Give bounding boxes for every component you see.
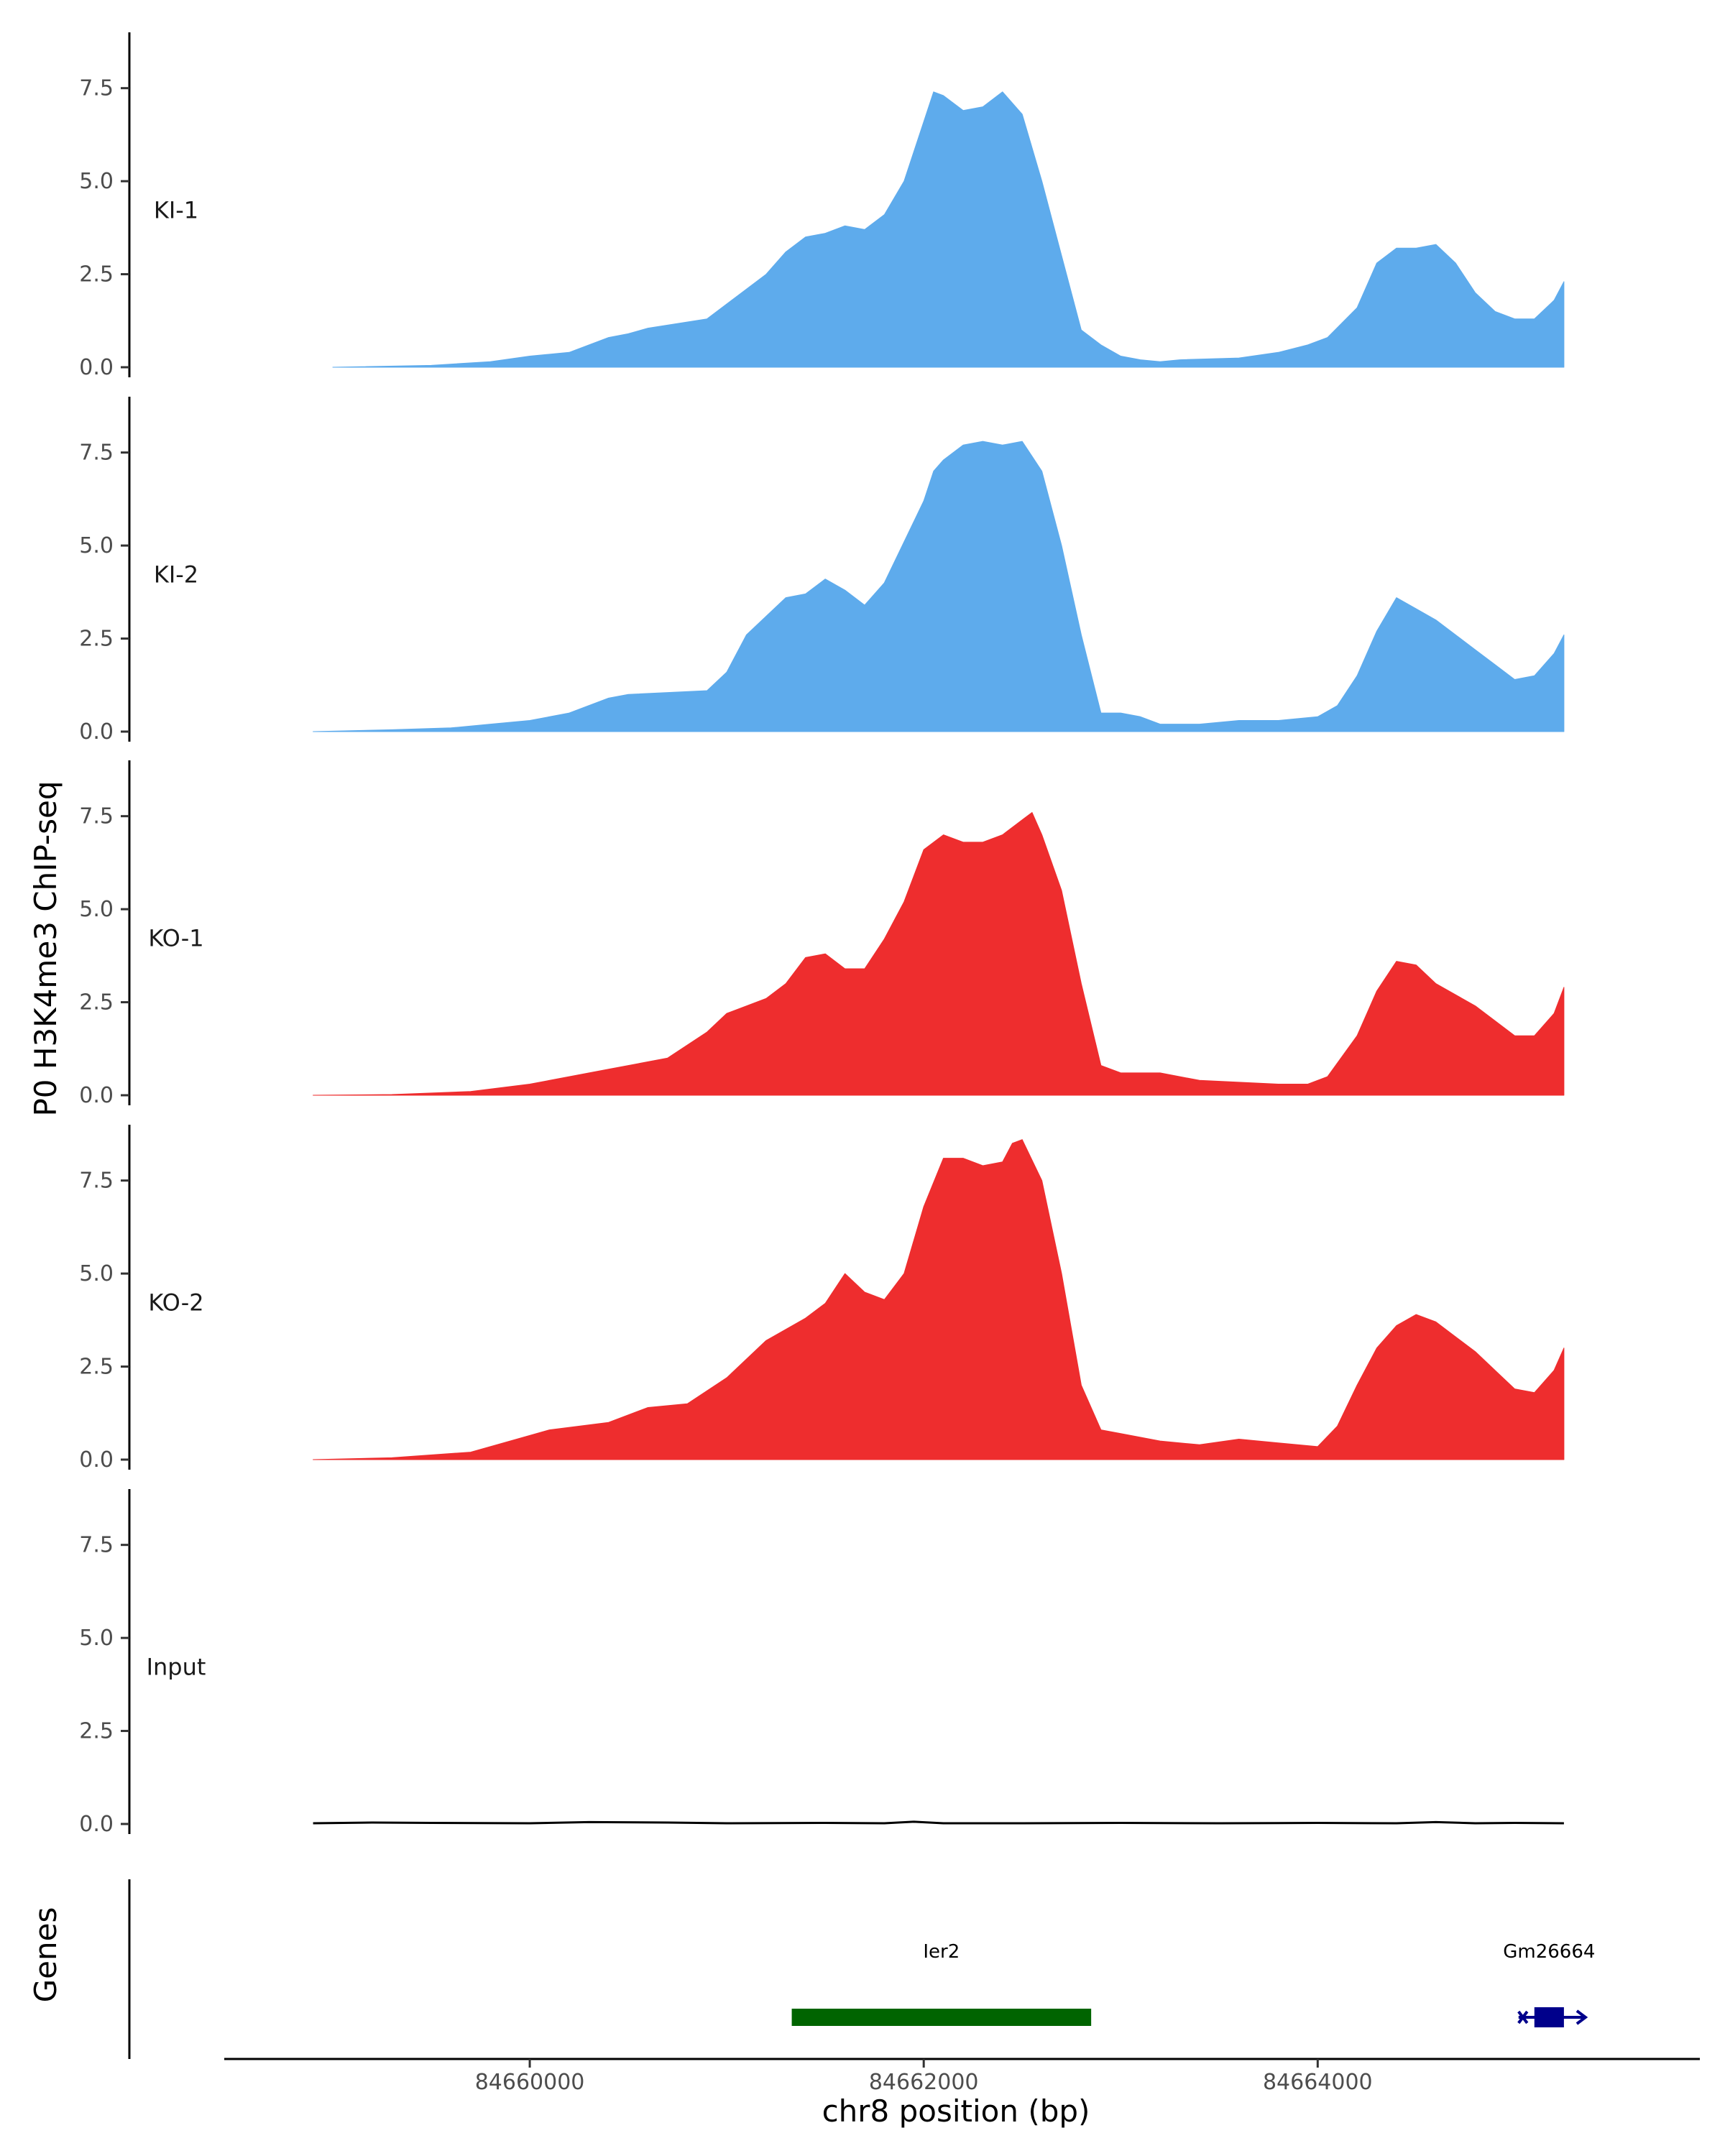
x-tick-label: 84664000	[1263, 2070, 1373, 2095]
gene-ier2: Ier2	[791, 1941, 1092, 2026]
y-axis-title: P0 H3K4me3 ChIP-seq	[28, 780, 63, 1116]
y-tick-label: 2.5	[79, 627, 114, 652]
gene-body	[1534, 2007, 1564, 2027]
track-label: KO-2	[148, 1289, 203, 1317]
y-tick-label: 0.0	[79, 719, 114, 745]
y-tick-label: 5.0	[79, 897, 114, 922]
y-tick-label: 0.0	[79, 1083, 114, 1108]
track-label: KI-1	[154, 197, 198, 224]
x-tick-label: 84660000	[475, 2070, 585, 2095]
gene-body	[791, 2009, 1092, 2026]
y-tick-label: 0.0	[79, 1812, 114, 1837]
y-tick-label: 2.5	[79, 990, 114, 1015]
genes-axis-title: Genes	[28, 1907, 63, 2003]
signal-area	[313, 1139, 1565, 1460]
y-tick-label: 2.5	[79, 1355, 114, 1380]
signal-line	[313, 1820, 1564, 1825]
track-ko-2: 0.0 2.5 5.0 7.5 KO-2	[79, 1125, 1565, 1473]
track-ki-2: 0.0 2.5 5.0 7.5 KI-2	[79, 397, 1565, 745]
signal-area	[332, 91, 1565, 368]
y-tick-label: 0.0	[79, 355, 114, 380]
y-tick-label: 7.5	[79, 441, 114, 466]
y-tick-label: 5.0	[79, 1626, 114, 1651]
tracks-layer: 0.0 2.5 5.0 7.5 KI-1 0.0 2.5 5.0 7.5 KI-2 0.0 2.5 5.…	[79, 32, 1565, 1837]
track-label: KO-1	[148, 925, 203, 952]
x-axis: 84660000 84662000 84664000	[224, 2058, 1700, 2095]
track-ko-1: 0.0 2.5 5.0 7.5 KO-1	[79, 760, 1565, 1108]
track-label: Input	[147, 1654, 206, 1681]
strand-chevron-icon	[1517, 2010, 1529, 2024]
y-tick-label: 5.0	[79, 169, 114, 194]
genes-layer: Ier2 Gm26664	[128, 1879, 1595, 2059]
y-tick-label: 0.0	[79, 1447, 114, 1473]
y-tick-label: 7.5	[79, 76, 114, 101]
x-tick-label: 84662000	[869, 2070, 979, 2095]
y-tick-label: 7.5	[79, 804, 114, 829]
gene-label: Ier2	[923, 1941, 960, 1963]
y-tick-label: 5.0	[79, 1261, 114, 1286]
track-ki-1: 0.0 2.5 5.0 7.5 KI-1	[79, 32, 1565, 380]
signal-area	[313, 441, 1565, 732]
y-tick-label: 5.0	[79, 533, 114, 558]
y-tick-label: 7.5	[79, 1533, 114, 1558]
y-tick-label: 2.5	[79, 1719, 114, 1744]
y-tick-label: 2.5	[79, 262, 114, 287]
track-input: 0.0 2.5 5.0 7.5 Input	[79, 1489, 1564, 1837]
track-label: KI-2	[154, 561, 198, 589]
strand-arrow-icon	[1576, 2009, 1588, 2025]
x-axis-title: chr8 position (bp)	[822, 2093, 1090, 2129]
y-tick-label: 7.5	[79, 1169, 114, 1194]
signal-area	[313, 812, 1565, 1096]
gene-gm26664: Gm26664	[1503, 1941, 1595, 2027]
gene-label: Gm26664	[1503, 1941, 1595, 1963]
